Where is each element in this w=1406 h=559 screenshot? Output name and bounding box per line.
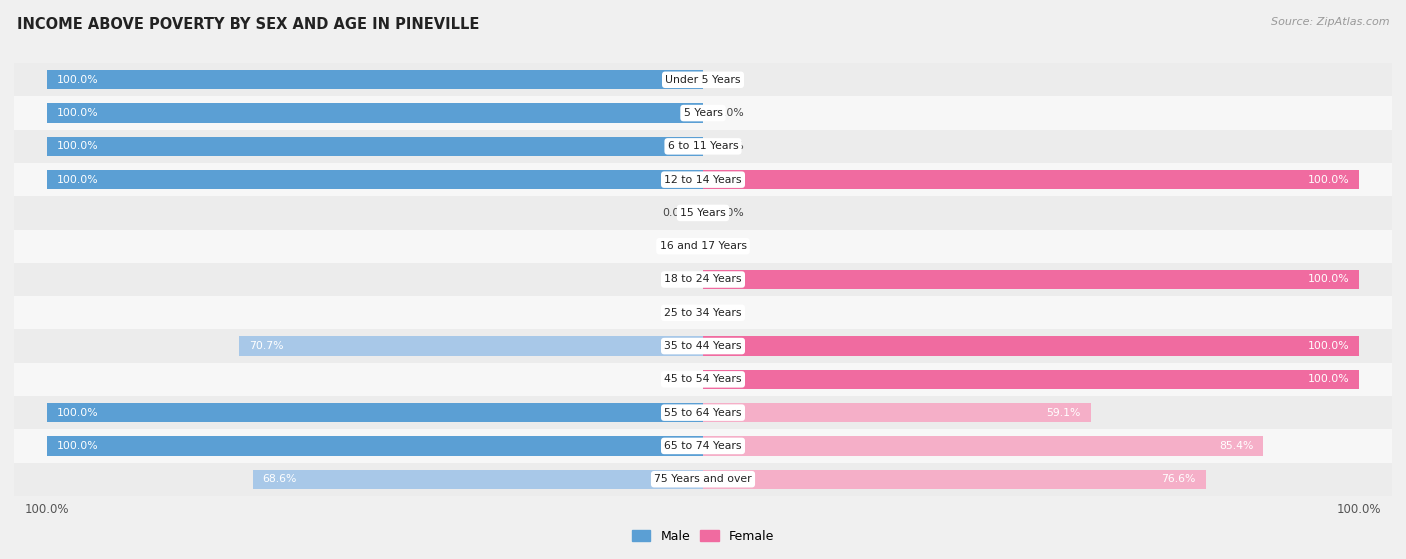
- Text: 100.0%: 100.0%: [1308, 341, 1350, 351]
- Bar: [703, 369, 1360, 389]
- Bar: [14, 462, 1392, 496]
- Bar: [14, 230, 1392, 263]
- Bar: [14, 130, 1392, 163]
- Text: 100.0%: 100.0%: [56, 75, 98, 85]
- Bar: [46, 70, 703, 89]
- Text: 0.0%: 0.0%: [716, 75, 744, 85]
- Legend: Male, Female: Male, Female: [627, 525, 779, 548]
- Bar: [253, 470, 703, 489]
- Text: INCOME ABOVE POVERTY BY SEX AND AGE IN PINEVILLE: INCOME ABOVE POVERTY BY SEX AND AGE IN P…: [17, 17, 479, 32]
- Text: 55 to 64 Years: 55 to 64 Years: [664, 408, 742, 418]
- Text: 100.0%: 100.0%: [1308, 375, 1350, 385]
- Bar: [239, 337, 703, 356]
- Text: 59.1%: 59.1%: [1046, 408, 1081, 418]
- Bar: [703, 337, 1360, 356]
- Bar: [46, 170, 703, 190]
- Text: 70.7%: 70.7%: [249, 341, 284, 351]
- Text: 100.0%: 100.0%: [56, 174, 98, 184]
- Text: 0.0%: 0.0%: [716, 208, 744, 218]
- Text: 15 Years: 15 Years: [681, 208, 725, 218]
- Text: 0.0%: 0.0%: [662, 375, 690, 385]
- Text: 25 to 34 Years: 25 to 34 Years: [664, 308, 742, 318]
- Bar: [46, 137, 703, 156]
- Text: 0.0%: 0.0%: [716, 308, 744, 318]
- Text: 0.0%: 0.0%: [716, 108, 744, 118]
- Text: 100.0%: 100.0%: [56, 108, 98, 118]
- Text: 68.6%: 68.6%: [263, 474, 297, 484]
- Text: 65 to 74 Years: 65 to 74 Years: [664, 441, 742, 451]
- Text: 0.0%: 0.0%: [662, 274, 690, 285]
- Bar: [14, 296, 1392, 329]
- Text: 76.6%: 76.6%: [1161, 474, 1195, 484]
- Text: 85.4%: 85.4%: [1219, 441, 1254, 451]
- Bar: [46, 103, 703, 123]
- Text: 0.0%: 0.0%: [662, 241, 690, 251]
- Bar: [703, 270, 1360, 289]
- Bar: [14, 329, 1392, 363]
- Bar: [14, 97, 1392, 130]
- Text: 18 to 24 Years: 18 to 24 Years: [664, 274, 742, 285]
- Bar: [46, 403, 703, 422]
- Text: 5 Years: 5 Years: [683, 108, 723, 118]
- Bar: [14, 429, 1392, 462]
- Bar: [14, 396, 1392, 429]
- Bar: [703, 436, 1264, 456]
- Text: Under 5 Years: Under 5 Years: [665, 75, 741, 85]
- Text: 12 to 14 Years: 12 to 14 Years: [664, 174, 742, 184]
- Text: 0.0%: 0.0%: [716, 141, 744, 151]
- Text: 0.0%: 0.0%: [662, 208, 690, 218]
- Bar: [703, 403, 1091, 422]
- Text: 100.0%: 100.0%: [56, 141, 98, 151]
- Text: 0.0%: 0.0%: [662, 308, 690, 318]
- Bar: [46, 436, 703, 456]
- Text: 35 to 44 Years: 35 to 44 Years: [664, 341, 742, 351]
- Text: 45 to 54 Years: 45 to 54 Years: [664, 375, 742, 385]
- Bar: [14, 363, 1392, 396]
- Text: 16 and 17 Years: 16 and 17 Years: [659, 241, 747, 251]
- Text: 6 to 11 Years: 6 to 11 Years: [668, 141, 738, 151]
- Text: 0.0%: 0.0%: [716, 241, 744, 251]
- Bar: [703, 170, 1360, 190]
- Bar: [14, 263, 1392, 296]
- Bar: [14, 163, 1392, 196]
- Text: 100.0%: 100.0%: [56, 441, 98, 451]
- Text: 75 Years and over: 75 Years and over: [654, 474, 752, 484]
- Bar: [14, 196, 1392, 230]
- Text: 100.0%: 100.0%: [56, 408, 98, 418]
- Text: 100.0%: 100.0%: [1308, 274, 1350, 285]
- Bar: [14, 63, 1392, 97]
- Bar: [703, 470, 1205, 489]
- Text: 100.0%: 100.0%: [1308, 174, 1350, 184]
- Text: Source: ZipAtlas.com: Source: ZipAtlas.com: [1271, 17, 1389, 27]
